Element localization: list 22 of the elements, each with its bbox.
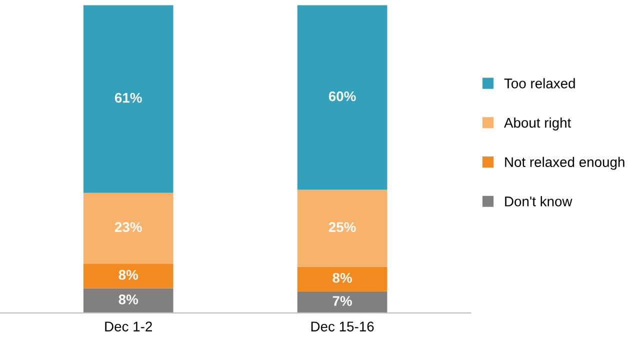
data-label: 8% xyxy=(332,272,352,283)
data-label: 60% xyxy=(328,91,356,102)
bar xyxy=(83,288,174,313)
bar xyxy=(297,266,388,292)
data-label: 8% xyxy=(118,270,138,280)
legend-label: Don't know xyxy=(505,196,572,206)
bar xyxy=(297,190,388,267)
data-label: 23% xyxy=(114,222,142,232)
bar xyxy=(83,5,174,193)
data-label: 25% xyxy=(328,222,356,232)
bar xyxy=(83,192,174,264)
x-tick-label: Dec 15-16 xyxy=(311,322,374,332)
legend-label: About right xyxy=(504,118,572,130)
bar xyxy=(83,264,174,288)
data-label: 8% xyxy=(118,294,138,304)
data-label: 61% xyxy=(114,92,142,103)
x-tick-label: Dec 1-2 xyxy=(105,322,152,332)
legend-label: Not relaxed enough xyxy=(505,156,624,170)
bar xyxy=(297,291,388,313)
legend-label: Too relaxed xyxy=(504,78,575,88)
data-label: 7% xyxy=(332,296,352,306)
bar xyxy=(297,5,388,190)
